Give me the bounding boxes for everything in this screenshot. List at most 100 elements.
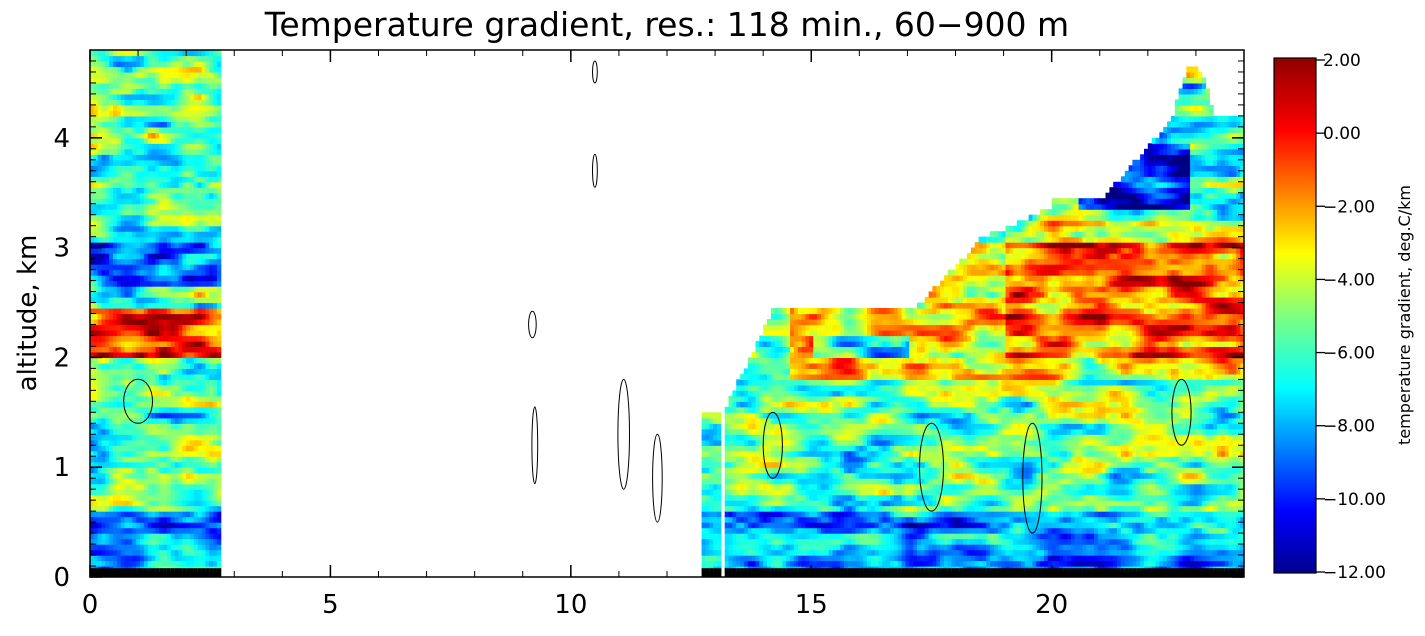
heatmap-cell [155,253,160,260]
heatmap-cell [205,568,210,577]
heatmap-cell [93,313,99,320]
heatmap-cell [778,313,783,320]
heatmap-cell [155,406,160,413]
heatmap-cell [178,357,183,364]
heatmap-cell [732,555,737,562]
heatmap-cell [143,61,149,68]
heatmap-cell [809,456,814,463]
heatmap-cell [186,357,191,364]
heatmap-cell [782,549,787,556]
heatmap-cell [736,423,741,430]
heatmap-cell [709,445,714,452]
heatmap-cell [817,357,822,364]
heatmap-cell [178,461,183,468]
heatmap-cell [155,445,160,452]
heatmap-cell [109,368,114,375]
heatmap-cell [793,423,799,430]
heatmap-cell [124,291,129,298]
heatmap-cell [182,225,187,232]
heatmap-cell [147,82,153,89]
heatmap-cell [809,505,814,512]
heatmap-cell [128,209,133,216]
heatmap-cell [805,568,810,577]
heatmap-cell [197,549,203,556]
heatmap-cell [97,555,103,562]
heatmap-cell [159,568,164,577]
heatmap-cell [216,132,222,139]
heatmap-cell [205,412,210,419]
heatmap-cell [197,313,203,320]
heatmap-cell [793,511,799,518]
heatmap-cell [767,544,772,551]
heatmap-cell [93,308,99,315]
heatmap-cell [743,401,749,408]
heatmap-cell [178,423,183,430]
heatmap-cell [774,500,780,507]
heatmap-cell [190,439,195,446]
heatmap-cell [793,533,799,540]
heatmap-cell [755,450,760,457]
heatmap-cell [213,346,218,353]
heatmap-cell [170,187,176,194]
heatmap-cell [213,494,218,501]
heatmap-cell [101,61,106,68]
heatmap-cell [851,384,856,391]
heatmap-cell [770,434,776,441]
heatmap-cell [97,390,103,397]
heatmap-cell [143,264,149,271]
heatmap-cell [166,275,172,282]
heatmap-cell [132,483,137,490]
heatmap-cell [197,522,203,529]
heatmap-cell [743,527,749,534]
heatmap-cell [770,456,776,463]
heatmap-cell [128,187,133,194]
heatmap-cell [213,110,218,117]
heatmap-cell [809,379,814,386]
heatmap-cell [140,203,145,210]
heatmap-cell [755,434,760,441]
heatmap-cell [767,494,772,501]
heatmap-cell [113,176,118,183]
heatmap-cell [717,516,722,523]
heatmap-cell [820,428,826,435]
heatmap-cell [836,549,841,556]
heatmap-cell [182,236,187,243]
heatmap-cell [770,395,776,402]
heatmap-cell [851,483,856,490]
heatmap-cell [786,308,791,315]
heatmap-cell [182,269,187,276]
heatmap-cell [213,181,218,188]
heatmap-cell [205,555,210,562]
heatmap-cell [843,373,849,380]
heatmap-cell [143,104,149,111]
heatmap-cell [120,159,126,166]
heatmap-cell [847,395,853,402]
heatmap-cell [190,82,195,89]
heatmap-cell [713,555,718,562]
heatmap-cell [101,568,106,577]
heatmap-cell [101,99,106,106]
heatmap-cell [755,357,760,364]
heatmap-cell [197,346,203,353]
heatmap-cell [147,99,153,106]
heatmap-cell [851,538,856,545]
heatmap-cell [851,450,856,457]
heatmap-cell [797,511,803,518]
heatmap-cell [786,439,791,446]
heatmap-cell [143,439,149,446]
heatmap-cell [128,346,133,353]
heatmap-cell [90,258,95,265]
heatmap-cell [174,165,179,172]
heatmap-cell [178,72,183,79]
heatmap-cell [190,214,195,221]
heatmap-cell [216,291,222,298]
heatmap-cell [163,121,168,128]
heatmap-cell [136,428,141,435]
heatmap-cell [174,335,179,342]
heatmap-cell [147,412,153,419]
heatmap-cell [166,423,172,430]
heatmap-cell [851,527,856,534]
heatmap-cell [120,516,126,523]
heatmap-cell [155,357,160,364]
heatmap-cell [824,450,830,457]
